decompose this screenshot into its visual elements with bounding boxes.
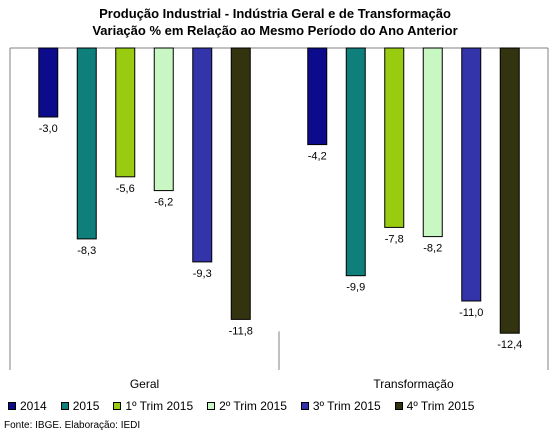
bar-transformacao-5 xyxy=(499,47,520,334)
legend-swatch xyxy=(113,402,122,410)
chart-title: Produção Industrial - Indústria Geral e … xyxy=(99,6,451,21)
legend-item: 3º Trim 2015 xyxy=(300,399,381,413)
data-label: -9,3 xyxy=(193,268,212,280)
bar-geral-4 xyxy=(192,47,213,263)
bar-geral-2 xyxy=(115,47,136,178)
data-label: -5,6 xyxy=(116,183,135,195)
bar-transformacao-4 xyxy=(461,47,482,302)
legend-item: 4º Trim 2015 xyxy=(394,399,475,413)
data-label: -11,8 xyxy=(229,325,253,337)
category-label: Transformação xyxy=(373,377,454,391)
data-label: -12,4 xyxy=(497,339,522,351)
legend-item: 2014 xyxy=(8,399,47,413)
data-label: -8,3 xyxy=(77,245,96,257)
bar-geral-1 xyxy=(76,47,97,240)
legend-label: 3º Trim 2015 xyxy=(312,399,381,413)
bar-transformacao-3 xyxy=(422,47,443,238)
legend-label: 2014 xyxy=(20,399,47,413)
data-label: -9,9 xyxy=(346,282,365,294)
legend-item: 1º Trim 2015 xyxy=(113,399,193,413)
bar-geral-3 xyxy=(153,47,174,192)
legend-label: 4º Trim 2015 xyxy=(406,399,475,413)
legend-label: 2º Trim 2015 xyxy=(219,399,287,413)
data-label: -3,0 xyxy=(39,123,58,135)
data-label: -4,2 xyxy=(308,151,327,163)
data-label: -6,2 xyxy=(154,197,173,209)
legend-swatch xyxy=(207,402,216,410)
legend-swatch xyxy=(60,402,69,410)
legend-swatch xyxy=(8,402,16,410)
source-note: Fonte: IBGE. Elaboração: IEDI xyxy=(4,420,141,431)
bar-geral-5 xyxy=(230,47,251,320)
data-label: -7,8 xyxy=(385,233,404,245)
bar-transformacao-1 xyxy=(345,47,366,277)
chart-legend: 2014 2015 1º Trim 2015 2º Trim 2015 3º Trim … xyxy=(8,399,548,413)
legend-label: 1º Trim 2015 xyxy=(125,399,194,413)
legend-label: 2015 xyxy=(72,399,100,413)
legend-swatch xyxy=(300,402,309,410)
legend-item: 2º Trim 2015 xyxy=(207,399,287,413)
bar-transformacao-0 xyxy=(307,47,328,146)
legend-swatch xyxy=(394,402,403,410)
chart-subtitle: Variação % em Relação ao Mesmo Período d… xyxy=(92,23,458,38)
data-label: -11,0 xyxy=(459,307,483,319)
bar-transformacao-2 xyxy=(384,47,405,228)
category-label: Geral xyxy=(130,377,159,391)
legend-item: 2015 xyxy=(60,399,100,413)
data-label: -8,2 xyxy=(423,243,442,255)
bar-geral-0 xyxy=(38,47,59,118)
